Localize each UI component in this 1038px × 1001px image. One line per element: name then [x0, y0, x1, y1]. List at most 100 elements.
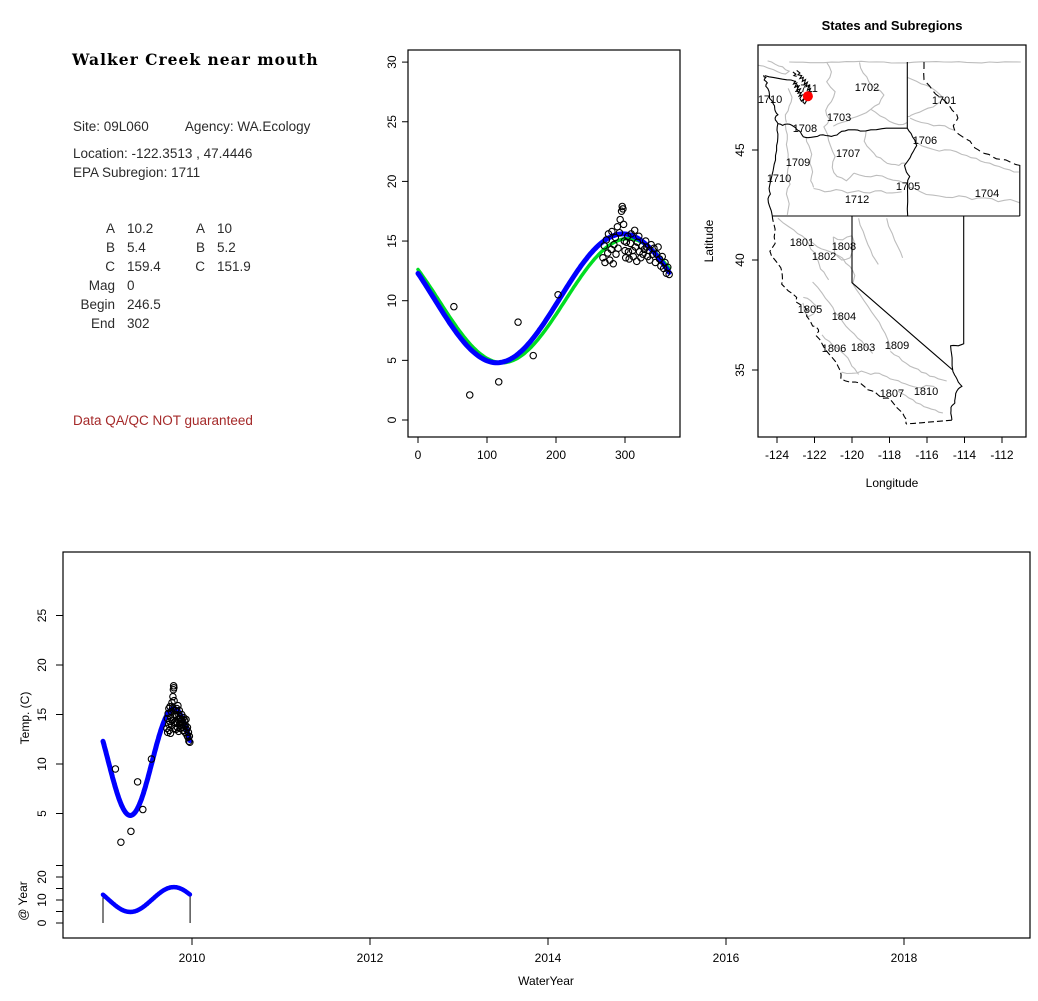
y-tick-label: 20	[385, 174, 399, 188]
data-point	[650, 244, 658, 252]
g-1806-coastal	[821, 334, 860, 375]
y-tick-label: 5	[35, 810, 49, 817]
data-point	[609, 259, 618, 268]
data-point	[166, 729, 175, 738]
inset-y-axis-label: @ Year	[16, 881, 30, 921]
vancouver-island	[758, 60, 791, 75]
x-tick-label: 100	[477, 448, 497, 462]
region-label-1805: 1805	[798, 304, 822, 316]
x-tick-label: -114	[953, 448, 976, 462]
g-snake-plain	[909, 186, 1020, 204]
data-point	[117, 838, 125, 846]
data-point	[632, 257, 641, 266]
map-title: States and Subregions	[822, 18, 963, 33]
param-cell: C	[195, 259, 205, 274]
x-tick-label: 2012	[357, 951, 384, 965]
site-text: Site: 09L060	[73, 119, 149, 134]
data-point	[186, 738, 194, 746]
wateryear-chart: 2010 2012 2014 2016 2018WaterYear510152025Te…	[16, 551, 1031, 988]
y-tick-label: 20	[35, 658, 49, 672]
strait-juan-de-fuca	[764, 75, 797, 83]
san-juan-islands	[792, 71, 797, 77]
data-point	[637, 254, 645, 262]
y-axis: 5 10 15 20 25	[35, 609, 63, 817]
x-tick-label: -122	[802, 448, 826, 462]
x-tick-label: 300	[615, 448, 635, 462]
param-row-c: C 159.4 C 151.9	[60, 259, 251, 274]
x-axis-label: Longitude	[866, 476, 919, 490]
param-cell: 5.2	[217, 240, 236, 255]
ca-mexico-border	[905, 419, 952, 425]
x-tick-label: -120	[840, 448, 864, 462]
param-cell: 151.9	[217, 259, 251, 274]
data-point	[554, 290, 562, 299]
canada-border	[789, 60, 1021, 64]
x-tick-label: -116	[915, 448, 938, 462]
region-label-1711: 1711	[794, 83, 818, 95]
y-tick-label: 10	[35, 757, 49, 771]
data-point	[599, 254, 607, 262]
data-point	[616, 215, 624, 224]
states-subregions-map: States and Subregions 1711 1702 1701 1703 170…	[702, 18, 1027, 490]
state-borders	[763, 62, 1021, 425]
g-valley-east	[812, 281, 874, 354]
data-point	[183, 723, 192, 732]
colorado-river	[950, 369, 963, 420]
data-point	[185, 737, 193, 745]
coast-california	[769, 215, 907, 424]
subregion-borders	[758, 60, 1021, 414]
data-point	[635, 232, 643, 241]
day-of-year-fit-chart: 0 100 200 300 0 5 10 15 20 25 30	[385, 49, 681, 462]
data-point	[615, 228, 624, 237]
seasonal-inset	[100, 884, 193, 923]
param-row-a: A 10.2 A 10	[60, 221, 232, 236]
data-point	[529, 351, 537, 360]
data-point	[611, 233, 620, 242]
region-label-1705: 1705	[896, 181, 920, 193]
inset-y-tick-label: 10	[35, 893, 49, 907]
param-row-mag: Mag 0	[60, 278, 217, 293]
y-tick-label: 25	[385, 115, 399, 129]
region-label-1802: 1802	[812, 251, 836, 263]
param-cell: A	[105, 221, 115, 236]
g-clearwater	[909, 117, 955, 131]
data-point	[654, 243, 662, 251]
id-wy-border	[1014, 163, 1021, 216]
param-cell: Begin	[80, 297, 115, 312]
y-tick-label: 10	[385, 294, 399, 308]
location-line: Location: -122.3513 , 47.4446	[73, 146, 253, 161]
y-axis-label: Temp. (C)	[18, 692, 32, 745]
g-sierra	[852, 283, 891, 351]
fit-blue	[415, 231, 672, 366]
data-point	[664, 263, 672, 272]
y-tick-label: 40	[733, 253, 747, 267]
inset-fit-curve	[100, 884, 193, 915]
x-axis: 0 100 200 300	[415, 437, 635, 462]
data-point	[624, 248, 633, 256]
inset-y-tick-label: 0	[35, 919, 49, 926]
param-cell: B	[105, 240, 115, 255]
param-cell: 302	[127, 316, 150, 331]
g-1802	[808, 239, 856, 284]
param-cell: 10.2	[127, 221, 154, 236]
scatter-points	[450, 202, 673, 399]
region-label-1702: 1702	[855, 82, 879, 94]
data-point	[640, 245, 649, 254]
g-1712-south	[813, 187, 902, 194]
param-cell: 0	[127, 278, 135, 293]
y-axis: 35 40 45	[733, 143, 758, 377]
data-point	[665, 270, 673, 279]
g-nv-mid	[886, 218, 904, 258]
site-agency-line: Site: 09L060 Agency: WA.Ecology	[73, 119, 310, 134]
param-cell: End	[90, 316, 115, 331]
region-label-1704: 1704	[975, 188, 999, 200]
g-1705-north	[853, 172, 908, 184]
region-label-1712: 1712	[845, 194, 869, 206]
inset-y-tick-label: 20	[35, 870, 49, 884]
x-axis: -124 -122 -120 -118 -116 -114 -112	[765, 437, 1014, 462]
param-cell: 159.4	[127, 259, 161, 274]
data-point	[184, 728, 193, 737]
region-label-1801: 1801	[790, 237, 814, 249]
g-1807-1810	[897, 390, 943, 414]
